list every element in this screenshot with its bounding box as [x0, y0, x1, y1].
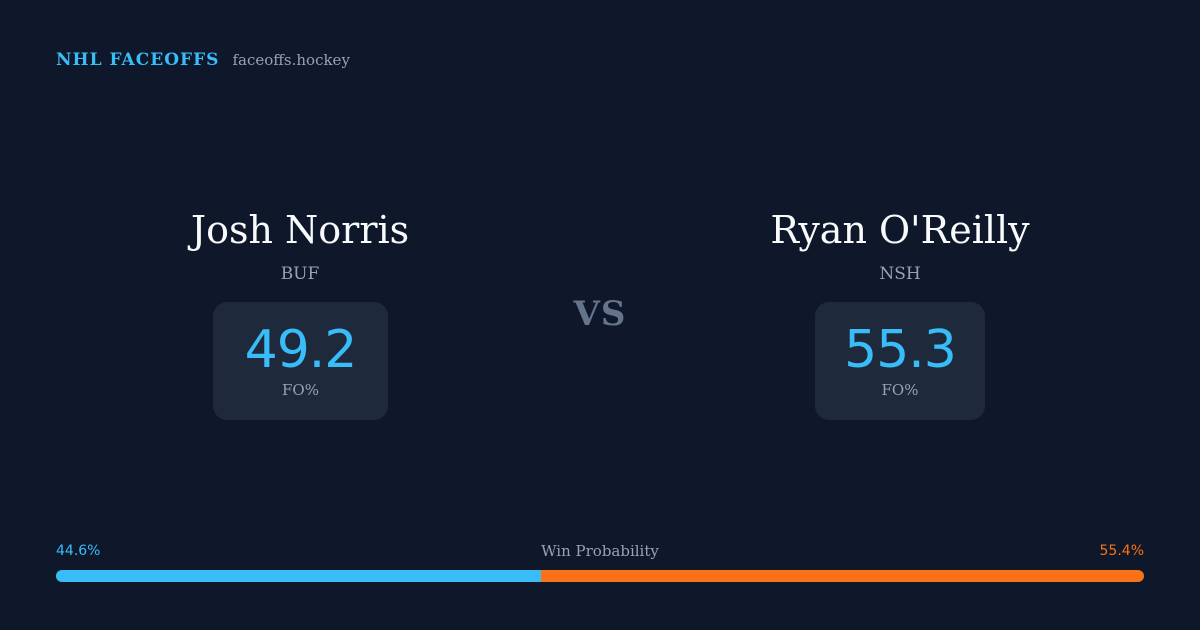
brand-title: NHL FACEOFFS [56, 50, 220, 70]
win-probability-right-fill [541, 570, 1144, 582]
win-probability-right-label: 55.4% [1099, 543, 1144, 559]
player-left-team: BUF [280, 264, 320, 284]
player-right: Ryan O'Reilly NSH [720, 204, 1080, 286]
win-probability-bar [56, 570, 1144, 582]
player-left-stat-card: 49.2 FO% [213, 302, 388, 420]
player-left-name: Josh Norris [190, 208, 410, 252]
player-right-stat-value: 55.3 [844, 320, 957, 380]
brand-site-link[interactable]: faceoffs.hockey [232, 51, 350, 69]
player-right-team: NSH [879, 264, 921, 284]
player-left-stat-label: FO% [282, 381, 319, 399]
win-probability-left-fill [56, 570, 542, 582]
player-right-stat-card: 55.3 FO% [815, 302, 985, 420]
win-probability-left-label: 44.6% [56, 543, 101, 559]
player-left-stat-value: 49.2 [244, 320, 358, 380]
win-probability-title: Win Probability [541, 542, 659, 560]
player-left: Josh Norris BUF [120, 204, 480, 286]
vs-label: VS [573, 294, 627, 334]
player-right-name: Ryan O'Reilly [770, 208, 1030, 252]
player-right-stat-label: FO% [881, 381, 919, 399]
brand-header: NHL FACEOFFS faceoffs.hockey [56, 48, 350, 72]
